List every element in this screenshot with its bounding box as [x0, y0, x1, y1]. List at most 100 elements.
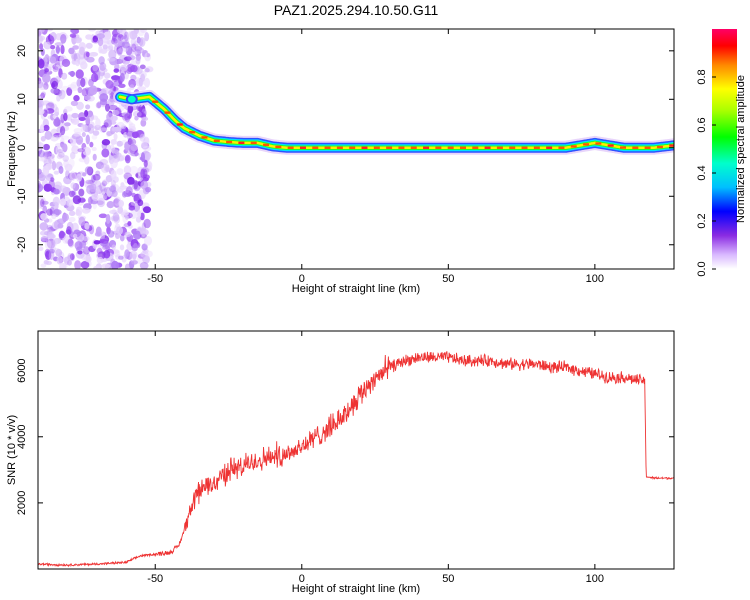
noise-blob: [130, 64, 138, 73]
noise-blob: [116, 140, 124, 147]
noise-blob: [121, 41, 130, 49]
noise-blob: [124, 249, 130, 260]
noise-blob: [64, 163, 73, 172]
noise-blob: [104, 103, 110, 112]
noise-blob: [119, 64, 129, 72]
noise-blob: [85, 115, 91, 126]
noise-blob: [66, 199, 74, 207]
ridge-peak: [152, 100, 159, 103]
ridge-peak: [275, 145, 282, 149]
snr-ylabel: SNR (10 * v/v): [6, 415, 18, 485]
snr-ytick-label: 4000: [16, 425, 28, 449]
noise-blob: [54, 75, 61, 83]
chart-title: PAZ1.2025.294.10.50.G11: [274, 2, 439, 18]
noise-blob: [46, 224, 53, 230]
noise-blob: [93, 240, 101, 245]
ridge-peak: [349, 146, 356, 149]
ridge-peak: [447, 146, 454, 149]
noise-blob: [40, 48, 45, 56]
noise-blob: [130, 60, 137, 67]
noise-blob: [44, 130, 53, 140]
noise-blob: [47, 101, 54, 107]
noise-blob: [75, 58, 80, 67]
ridge-peak: [459, 146, 466, 149]
noise-blob: [48, 218, 53, 223]
noise-blob: [143, 77, 151, 88]
noise-blob: [59, 198, 67, 206]
noise-blob: [127, 104, 134, 114]
noise-blob: [91, 193, 100, 202]
ridge-peak: [336, 146, 343, 149]
noise-blob: [120, 211, 129, 216]
noise-blob: [110, 139, 117, 145]
noise-blob: [40, 135, 46, 142]
noise-blob: [130, 74, 137, 81]
noise-blob: [43, 124, 50, 132]
noise-blob: [131, 244, 138, 252]
noise-blob: [66, 114, 73, 121]
noise-blob: [134, 115, 139, 121]
ridge-peak: [213, 139, 220, 143]
noise-blob: [123, 117, 131, 124]
noise-blob: [123, 56, 132, 62]
noise-blob: [103, 31, 112, 40]
noise-blob: [67, 238, 74, 247]
noise-blob: [50, 134, 59, 142]
ridge-peak: [423, 146, 430, 149]
noise-blob: [143, 235, 153, 246]
noise-blob: [84, 156, 90, 165]
noise-blob: [67, 253, 73, 261]
noise-blob: [45, 102, 55, 111]
noise-blob: [84, 255, 92, 263]
snr-xlabel: Height of straight line (km): [292, 583, 420, 595]
noise-blob: [127, 145, 136, 155]
noise-blob: [143, 159, 148, 168]
noise-blob: [69, 151, 76, 160]
ridge-peak: [386, 146, 393, 149]
ridge-peak: [176, 123, 183, 126]
noise-blob: [118, 200, 125, 208]
noise-blob: [125, 45, 133, 56]
ridge-peak: [373, 146, 380, 149]
noise-blob: [127, 31, 132, 40]
noise-blob: [119, 234, 125, 242]
noise-blob: [99, 64, 105, 73]
noise-blob: [132, 230, 142, 240]
noise-blob: [78, 116, 86, 121]
noise-blob: [52, 66, 59, 73]
noise-blob: [113, 68, 120, 73]
noise-blob: [64, 106, 73, 112]
noise-blob: [141, 141, 148, 149]
noise-blob: [61, 58, 71, 67]
noise-blob: [65, 169, 70, 179]
noise-blob: [140, 119, 147, 127]
noise-blob: [77, 86, 83, 94]
noise-blob: [59, 126, 66, 136]
ridge-peak: [398, 146, 405, 149]
ridge-peak: [509, 146, 516, 149]
noise-blob: [110, 158, 118, 169]
noise-blob: [137, 199, 144, 207]
snr-ytick-label: 2000: [16, 491, 28, 515]
noise-blob: [132, 110, 142, 118]
noise-blob: [43, 260, 50, 265]
ridge-peak: [583, 143, 590, 146]
noise-blob: [39, 230, 48, 236]
colorbar-tick-label: 0.6: [696, 117, 708, 132]
noise-blob: [46, 208, 53, 216]
noise-blob: [69, 171, 77, 182]
noise-blob: [127, 176, 135, 185]
noise-blob: [102, 240, 110, 250]
noise-blob: [58, 68, 63, 78]
noise-blob: [145, 186, 152, 193]
noise-blob: [77, 250, 83, 255]
noise-blob: [140, 29, 147, 34]
noise-blob: [74, 37, 82, 44]
noise-blob: [141, 116, 149, 122]
noise-blob: [72, 195, 82, 205]
ridge-peak: [595, 142, 602, 145]
noise-blob: [116, 168, 124, 175]
colorbar-gradient: [712, 29, 737, 269]
snr-xtick-label: 0: [299, 573, 305, 585]
noise-blob: [61, 135, 70, 140]
